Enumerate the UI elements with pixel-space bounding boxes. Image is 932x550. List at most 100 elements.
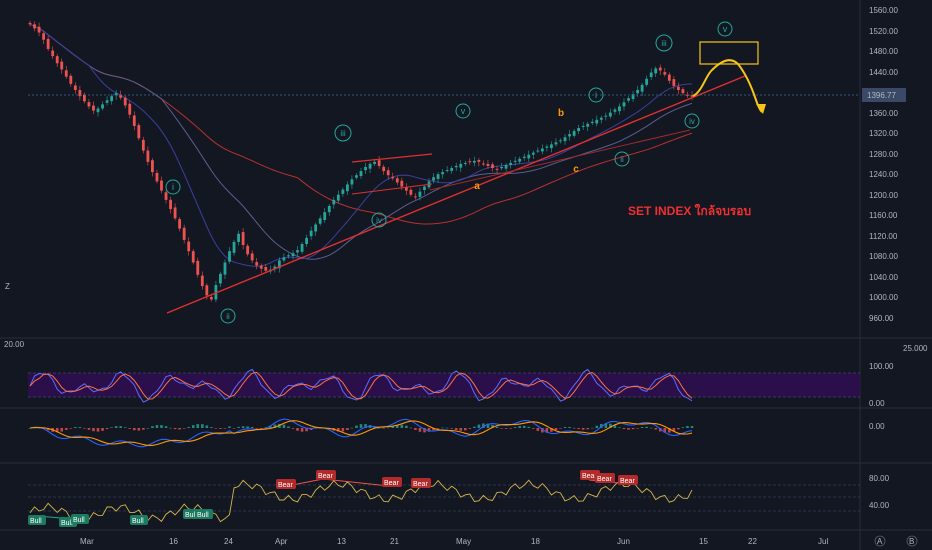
stochastic-pane[interactable]: 20.00 25.000 100.00 0.00	[4, 340, 928, 408]
macd-bar	[409, 427, 413, 429]
wave-v-label[interactable]: v	[455, 103, 471, 119]
candle-body	[658, 67, 662, 71]
bear-badge[interactable]: Bear	[276, 479, 296, 489]
wave-iii2-label[interactable]: iii	[655, 34, 673, 52]
macd-bar	[60, 428, 64, 432]
macd-bar	[427, 428, 431, 432]
channel-bottom-line[interactable]	[351, 183, 433, 195]
macd-bar	[590, 427, 594, 429]
bear-badge[interactable]: Bear	[618, 475, 638, 485]
candle-body	[441, 172, 445, 175]
zoom-left-button[interactable]: Z	[5, 282, 10, 291]
candle-body	[191, 251, 195, 263]
candle-body	[581, 125, 585, 127]
candle-body	[314, 224, 318, 232]
bull-badge[interactable]: Bull	[130, 515, 148, 525]
candle-body	[318, 218, 322, 224]
wave-iv-label[interactable]: iv	[371, 212, 387, 228]
wave-b-label[interactable]: b	[558, 108, 564, 119]
candle-body	[323, 212, 327, 220]
candle-body	[200, 275, 204, 287]
settings-button[interactable]: B	[906, 535, 918, 547]
chart-annotation-title[interactable]: SET INDEX ใกล้จบรอบ	[628, 203, 751, 218]
candle-body	[114, 93, 118, 96]
time-tick-24: 24	[224, 537, 233, 546]
bull-badge[interactable]: Bull	[71, 514, 89, 524]
wave-a-label[interactable]: a	[474, 181, 480, 192]
macd-bar	[572, 427, 576, 429]
price-pane[interactable]: i ii iii iv v i	[28, 20, 860, 324]
channel-top-line[interactable]	[351, 153, 433, 163]
auto-scale-button[interactable]: A	[874, 535, 886, 547]
svg-text:Bull: Bull	[73, 517, 85, 524]
candle-body	[187, 241, 191, 252]
wave-c-label[interactable]: c	[573, 164, 579, 175]
macd-bar	[83, 428, 86, 429]
macd-bar	[649, 427, 653, 429]
wave-i2-label[interactable]: i	[588, 87, 604, 103]
target-box[interactable]	[699, 41, 759, 65]
macd-bar	[550, 428, 553, 432]
macd-bar	[187, 426, 190, 428]
candle-body	[377, 160, 381, 166]
candle-body	[472, 160, 476, 163]
macd-bar	[395, 425, 399, 428]
macd-bar	[677, 428, 680, 430]
macd-bar	[563, 426, 567, 428]
svg-text:Bull: Bull	[197, 512, 209, 519]
candle-body	[55, 56, 59, 64]
wave-ii2-label[interactable]: ii	[614, 151, 630, 167]
macd-bar	[468, 428, 472, 429]
wave-v2-label[interactable]: v	[717, 21, 733, 37]
price-tick-1360: 1360.00	[869, 109, 898, 118]
bull-badge[interactable]: Bull	[195, 509, 213, 519]
stoch-k-line	[29, 368, 693, 403]
rsi-pane[interactable]: Bear Bear Bear Bear Bear Bear Bear Bull …	[28, 470, 890, 527]
price-axis[interactable]: 1560.00 1520.00 1480.00 1440.00 1360.00 …	[862, 6, 906, 323]
macd-bar	[436, 428, 440, 429]
rsi-series-line	[29, 479, 693, 523]
bull-badge[interactable]: Bull	[28, 515, 46, 525]
macd-bar	[545, 428, 549, 433]
candle-body	[563, 137, 567, 142]
wave-ii-label[interactable]: ii	[220, 308, 236, 324]
candle-body	[368, 163, 372, 169]
candle-body	[445, 170, 449, 172]
wave-labels: i ii iii iv v i	[165, 21, 733, 324]
macd-bar	[128, 428, 132, 429]
candle-body	[296, 250, 299, 253]
candle-body	[572, 131, 576, 136]
svg-text:Bear: Bear	[413, 481, 428, 488]
candle-body	[640, 84, 644, 92]
macd-bar	[568, 426, 571, 428]
candle-body	[486, 163, 490, 166]
macd-bar	[350, 427, 354, 429]
candle-body	[604, 115, 608, 117]
svg-text:Bear: Bear	[620, 478, 635, 485]
wave-i-label[interactable]: i	[165, 179, 181, 195]
last-price-badge[interactable]: 1396.77	[862, 88, 906, 102]
macd-bar	[654, 428, 658, 430]
lower-support-line[interactable]	[429, 129, 691, 191]
bear-badge[interactable]: Bear	[595, 473, 615, 483]
macd-bar	[87, 428, 91, 430]
candle-body	[482, 163, 485, 165]
macd-bar	[463, 428, 467, 431]
bear-badge[interactable]: Bear	[382, 477, 402, 487]
time-tick-16: 16	[169, 537, 178, 546]
price-tick-1440: 1440.00	[869, 68, 898, 77]
candle-body	[151, 160, 154, 173]
main-uptrend-line[interactable]	[166, 75, 746, 314]
bear-badge[interactable]: Bear	[411, 478, 431, 488]
wave-iv2-label[interactable]: iv	[684, 113, 700, 129]
candle-body	[395, 178, 399, 183]
svg-text:B: B	[909, 537, 914, 546]
macd-pane[interactable]: 0.00	[28, 418, 885, 448]
wave-iii-label[interactable]: iii	[334, 124, 352, 142]
macd-bar	[513, 427, 517, 428]
macd-bar	[173, 428, 177, 430]
time-axis[interactable]: Mar 16 24 Apr 13 21 May 18 Jun 15 22 Jul	[80, 537, 828, 546]
corner-buttons: Z A B	[5, 282, 918, 547]
bear-badge[interactable]: Bear	[316, 470, 336, 480]
